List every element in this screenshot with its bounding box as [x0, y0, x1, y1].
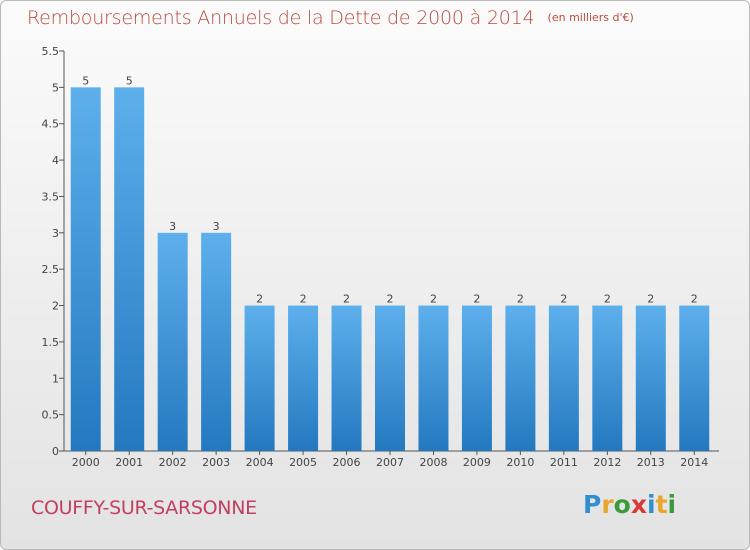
bar-data-label: 2	[691, 293, 698, 306]
bar-data-label: 2	[430, 293, 437, 306]
x-tick-label: 2008	[419, 456, 447, 469]
chart-title: Remboursements Annuels de la Dette de 20…	[27, 7, 535, 29]
bar-data-label: 2	[343, 293, 350, 306]
bar	[244, 305, 275, 451]
bar	[375, 305, 405, 451]
logo-letter: i	[647, 490, 656, 519]
bar-data-label: 5	[126, 74, 133, 87]
y-tick-label: 1	[52, 372, 59, 385]
x-tick-label: 2009	[463, 456, 491, 469]
bar	[635, 305, 666, 451]
chart-bars: 5 5 3 3 2 2 2 2 2 2 2 2 2 2 2	[70, 74, 710, 451]
bar-data-label: 3	[213, 220, 220, 233]
bar-chart: 0 0.5 1 1.5 2 2.5 3 3.5 4 4.5 5 5.5 2000 2001 2002 2003…	[42, 45, 719, 469]
x-tick-label: 2004	[246, 456, 274, 469]
bar	[461, 305, 492, 451]
bar-data-label: 3	[169, 220, 176, 233]
bar	[592, 305, 623, 451]
x-tick-label: 2014	[680, 456, 708, 469]
x-tick-label: 2005	[289, 456, 317, 469]
bar-data-label: 2	[387, 293, 394, 306]
bar-data-label: 2	[473, 293, 480, 306]
y-tick-label: 0	[52, 445, 59, 458]
bar	[418, 305, 449, 451]
bar-data-label: 2	[560, 293, 567, 306]
bar	[70, 87, 101, 451]
bar	[114, 87, 145, 451]
x-tick-label: 2010	[506, 456, 534, 469]
bar	[505, 305, 536, 451]
x-tick-label: 2011	[550, 456, 578, 469]
bar	[157, 232, 188, 451]
x-tick-label: 2000	[72, 456, 100, 469]
bar	[201, 232, 232, 451]
y-tick-label: 0.5	[42, 409, 60, 422]
town-name: COUFFY-SUR-SARSONNE	[31, 497, 257, 519]
bar	[548, 305, 579, 451]
x-tick-label: 2002	[159, 456, 187, 469]
bar	[288, 305, 319, 451]
logo-letter: i	[667, 490, 677, 519]
y-tick-label: 5	[52, 81, 59, 94]
bar-data-label: 5	[82, 74, 89, 87]
proxiti-logo: Proxiti	[583, 490, 676, 519]
x-tick-label: 2006	[333, 456, 361, 469]
bar-data-label: 2	[256, 293, 263, 306]
logo-letter: o	[613, 490, 631, 519]
y-tick-label: 3.5	[42, 190, 60, 203]
bar-data-label: 2	[604, 293, 611, 306]
y-tick-label: 1.5	[42, 336, 60, 349]
logo-letter: t	[655, 490, 668, 519]
y-tick-label: 2.5	[42, 263, 60, 276]
y-tick-label: 5.5	[42, 45, 60, 58]
y-tick-label: 2	[52, 300, 59, 313]
x-tick-label: 2003	[202, 456, 230, 469]
title-row: Remboursements Annuels de la Dette de 20…	[27, 7, 634, 29]
y-tick-label: 4.5	[42, 118, 60, 131]
chart-subtitle: (en milliers d'€)	[547, 11, 634, 24]
x-tick-label: 2012	[593, 456, 621, 469]
logo-letter: P	[583, 490, 602, 519]
x-tick-label: 2001	[115, 456, 143, 469]
bar-data-label: 2	[647, 293, 654, 306]
logo-letter: r	[601, 490, 614, 519]
y-tick-label: 4	[52, 154, 59, 167]
x-tick-label: 2007	[376, 456, 404, 469]
y-tick-label: 3	[52, 227, 59, 240]
x-tick-label: 2013	[637, 456, 665, 469]
bar	[331, 305, 362, 451]
bar-data-label: 2	[517, 293, 524, 306]
bar	[679, 305, 710, 451]
logo-letter: x	[630, 490, 647, 519]
bar-data-label: 2	[300, 293, 307, 306]
